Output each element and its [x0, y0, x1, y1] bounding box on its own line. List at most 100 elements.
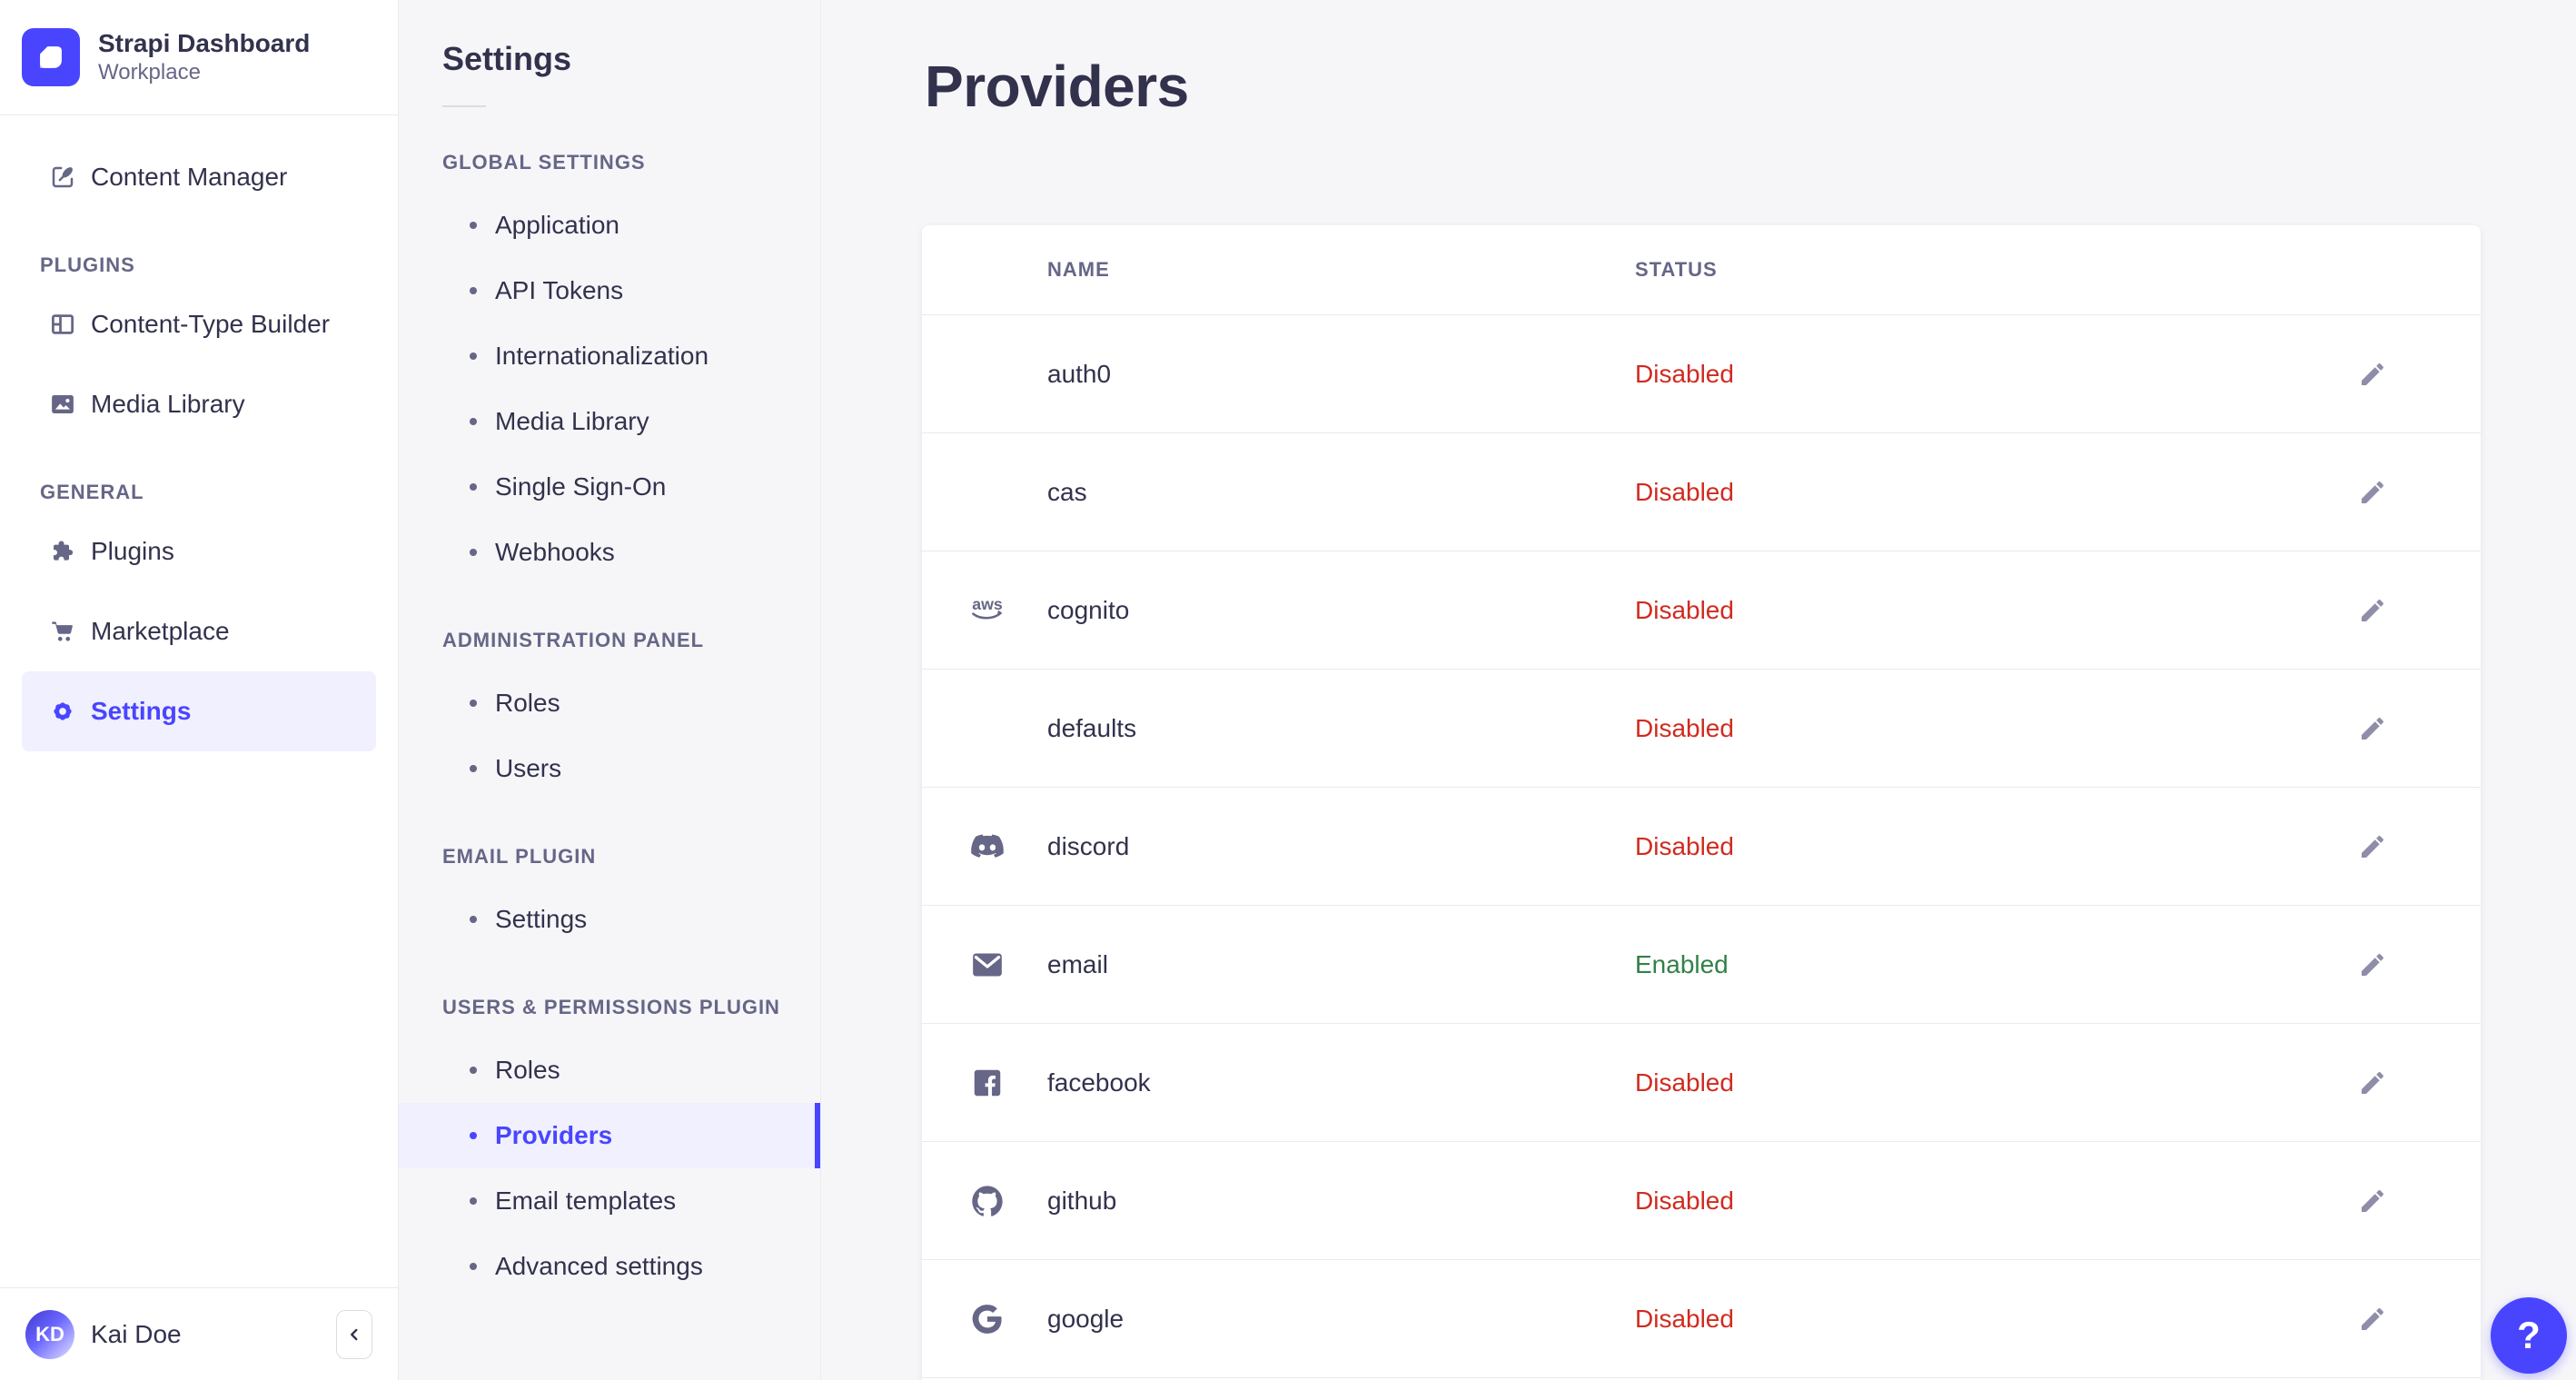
table-row[interactable]: defaults Disabled: [922, 670, 2481, 788]
strapi-logo: [22, 28, 80, 86]
edit-button[interactable]: [2351, 589, 2394, 632]
pencil-icon: [2362, 481, 2384, 503]
sidebar-item-label: Media Library: [91, 390, 245, 418]
subnav-item-api-tokens[interactable]: API Tokens: [399, 258, 820, 323]
bullet-icon: [470, 1067, 477, 1074]
email-icon: [966, 943, 1009, 987]
pencil-icon: [2362, 599, 2384, 621]
provider-name: facebook: [1047, 1067, 1151, 1097]
pencil-icon: [2362, 1189, 2384, 1212]
github-icon: [966, 1179, 1009, 1223]
subnav-item-providers[interactable]: Providers: [399, 1103, 820, 1168]
bullet-icon: [470, 222, 477, 229]
edit-button[interactable]: [2351, 943, 2394, 987]
subnav-item-email-settings[interactable]: Settings: [399, 887, 820, 952]
pencil-icon: [2362, 362, 2384, 385]
bullet-icon: [470, 352, 477, 360]
sidebar-item-settings[interactable]: Settings: [22, 671, 376, 751]
puzzle-icon: [49, 538, 76, 565]
bullet-icon: [470, 1263, 477, 1270]
provider-name: cas: [1047, 477, 1087, 506]
edit-button[interactable]: [2351, 1061, 2394, 1105]
sidebar-item-marketplace[interactable]: Marketplace: [22, 591, 376, 671]
main-content: Providers NAME STATUS auth0 Disabled cas…: [821, 0, 2576, 1380]
page-title: Providers: [925, 54, 1189, 119]
subnav-title: Settings: [442, 40, 572, 77]
status-badge: Disabled: [1635, 477, 1734, 506]
edit-button[interactable]: [2351, 1179, 2394, 1223]
edit-button[interactable]: [2351, 1297, 2394, 1341]
providers-table: NAME STATUS auth0 Disabled cas Disabled: [922, 225, 2481, 1380]
table-row[interactable]: google Disabled: [922, 1260, 2481, 1378]
sidebar-item-media-library[interactable]: Media Library: [22, 364, 376, 444]
workspace-brand[interactable]: Strapi Dashboard Workplace: [0, 0, 398, 115]
status-badge: Disabled: [1635, 1186, 1734, 1215]
provider-name: github: [1047, 1186, 1117, 1215]
edit-button[interactable]: [2351, 471, 2394, 514]
provider-name: cognito: [1047, 595, 1130, 624]
subnav-section-users-permissions-plugin: USERS & PERMISSIONS PLUGIN: [442, 996, 780, 1018]
table-row[interactable]: email Enabled: [922, 906, 2481, 1024]
bullet-icon: [470, 549, 477, 556]
sidebar-item-label: Settings: [91, 697, 192, 725]
table-row[interactable]: github Disabled: [922, 1142, 2481, 1260]
edit-button[interactable]: [2351, 825, 2394, 869]
pencil-icon: [2362, 835, 2384, 858]
column-header-status: STATUS: [1635, 258, 1718, 281]
workspace-name: Workplace: [98, 59, 201, 84]
avatar[interactable]: KD: [25, 1309, 74, 1359]
subnav-item-application[interactable]: Application: [399, 193, 820, 258]
content-type-builder-icon: [49, 311, 76, 338]
gear-icon: [49, 698, 76, 725]
subnav-item-media-library[interactable]: Media Library: [399, 389, 820, 454]
bullet-icon: [470, 700, 477, 707]
provider-name: google: [1047, 1304, 1125, 1333]
provider-name: defaults: [1047, 713, 1137, 742]
table-header: NAME STATUS: [922, 225, 2481, 315]
table-row[interactable]: auth0 Disabled: [922, 315, 2481, 433]
edit-button[interactable]: [2351, 707, 2394, 750]
status-badge: Enabled: [1635, 949, 1729, 978]
bullet-icon: [470, 418, 477, 425]
media-library-icon: [49, 391, 76, 418]
table-row[interactable]: facebook Disabled: [922, 1024, 2481, 1142]
bullet-icon: [470, 765, 477, 772]
bullet-icon: [470, 287, 477, 294]
sidebar-item-plugins[interactable]: Plugins: [22, 511, 376, 591]
table-row[interactable]: discord Disabled: [922, 788, 2481, 906]
sidebar-item-content-type-builder[interactable]: Content-Type Builder: [22, 284, 376, 364]
main-sidebar: Strapi Dashboard Workplace Content Manag…: [0, 0, 399, 1380]
chevron-left-icon: [344, 1325, 364, 1345]
sidebar-item-label: Plugins: [91, 537, 174, 565]
subnav-item-admin-users[interactable]: Users: [399, 736, 820, 801]
discord-icon: [966, 825, 1009, 869]
subnav-item-advanced-settings[interactable]: Advanced settings: [399, 1234, 820, 1299]
bullet-icon: [470, 916, 477, 923]
subnav-item-single-sign-on[interactable]: Single Sign-On: [399, 454, 820, 520]
subnav-item-email-templates[interactable]: Email templates: [399, 1168, 820, 1234]
table-row[interactable]: aws cognito Disabled: [922, 551, 2481, 670]
status-badge: Disabled: [1635, 359, 1734, 388]
subnav-item-webhooks[interactable]: Webhooks: [399, 520, 820, 585]
provider-name: email: [1047, 949, 1108, 978]
collapse-sidebar-button[interactable]: [336, 1309, 372, 1359]
app-title: Strapi Dashboard: [98, 29, 311, 58]
subnav-item-admin-roles[interactable]: Roles: [399, 670, 820, 736]
subnav-item-internationalization[interactable]: Internationalization: [399, 323, 820, 389]
sidebar-item-label: Content Manager: [91, 163, 288, 191]
subnav-section-email-plugin: EMAIL PLUGIN: [442, 845, 597, 868]
subnav-item-up-roles[interactable]: Roles: [399, 1037, 820, 1103]
help-button[interactable]: ?: [2491, 1297, 2567, 1374]
content-manager-icon: [49, 164, 76, 191]
table-row[interactable]: cas Disabled: [922, 433, 2481, 551]
pencil-icon: [2362, 717, 2384, 740]
edit-button[interactable]: [2351, 352, 2394, 396]
sidebar-item-content-manager[interactable]: Content Manager: [22, 137, 376, 217]
pencil-icon: [2362, 953, 2384, 976]
sidebar-footer: KD Kai Doe: [0, 1287, 398, 1380]
status-badge: Disabled: [1635, 1067, 1734, 1097]
aws-icon: aws: [966, 589, 1009, 632]
sidebar-item-label: Content-Type Builder: [91, 310, 331, 338]
subnav-section-global-settings: GLOBAL SETTINGS: [442, 151, 646, 174]
strapi-logo-glyph: [40, 46, 62, 68]
